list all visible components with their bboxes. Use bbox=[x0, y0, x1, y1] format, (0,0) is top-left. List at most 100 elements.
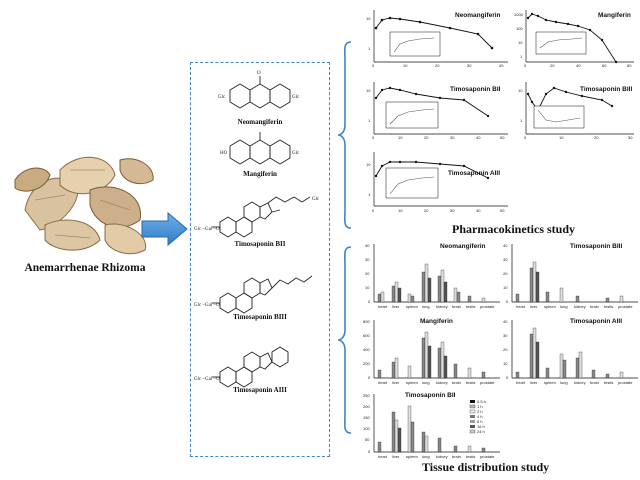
pk-axes-1 bbox=[373, 10, 508, 63]
svg-text:100: 100 bbox=[363, 426, 370, 431]
svg-text:400: 400 bbox=[363, 347, 370, 352]
td-title-3: Mangiferin bbox=[420, 318, 453, 325]
svg-text:heart: heart bbox=[516, 304, 526, 309]
svg-text:20: 20 bbox=[365, 271, 370, 276]
svg-text:brain: brain bbox=[452, 454, 461, 459]
svg-text:heart: heart bbox=[378, 380, 388, 385]
pk-brace bbox=[337, 41, 352, 229]
td-title-1: Neomangiferin bbox=[440, 243, 486, 250]
svg-text:600: 600 bbox=[363, 333, 370, 338]
svg-text:1: 1 bbox=[520, 54, 523, 59]
svg-text:liver: liver bbox=[392, 380, 400, 385]
svg-text:0: 0 bbox=[524, 63, 527, 68]
glc-gal-label-2: Glc –Gal –O bbox=[194, 303, 220, 308]
svg-text:heart: heart bbox=[378, 454, 388, 459]
svg-text:10: 10 bbox=[559, 135, 564, 140]
td-panel-3: 800 600 400 200 0 heart liver spleen lun… bbox=[363, 319, 500, 385]
svg-text:testis: testis bbox=[466, 304, 475, 309]
svg-text:40: 40 bbox=[499, 63, 504, 68]
td-bars-2 bbox=[515, 261, 624, 303]
svg-text:10: 10 bbox=[366, 88, 371, 93]
compound-name-2: Mangiferin bbox=[243, 170, 277, 178]
td-section-title: Tissue distribution study bbox=[422, 460, 550, 474]
pk-panel-2: 1000 100 10 1 0 20 40 60 80 bbox=[514, 10, 634, 68]
glc-label-right-2: Glc bbox=[292, 151, 300, 156]
svg-text:spleen: spleen bbox=[406, 380, 418, 385]
svg-text:0.5 h: 0.5 h bbox=[477, 399, 486, 404]
svg-text:1: 1 bbox=[368, 118, 371, 123]
svg-text:1: 1 bbox=[368, 46, 371, 51]
svg-text:0: 0 bbox=[368, 299, 371, 304]
svg-text:liver: liver bbox=[392, 454, 400, 459]
pk-section-title: Pharmacokinetics study bbox=[452, 222, 575, 236]
svg-text:10: 10 bbox=[403, 63, 408, 68]
svg-text:40: 40 bbox=[365, 243, 370, 248]
svg-text:testis: testis bbox=[604, 304, 613, 309]
glc-gal-label-1: Glc –Gal –O bbox=[194, 227, 220, 232]
svg-text:10: 10 bbox=[518, 40, 523, 45]
svg-text:100: 100 bbox=[516, 26, 523, 31]
svg-text:20: 20 bbox=[435, 63, 440, 68]
svg-text:30: 30 bbox=[503, 257, 508, 262]
pk-title-4: Timosaponin BIII bbox=[580, 86, 633, 93]
svg-text:0: 0 bbox=[372, 63, 375, 68]
svg-text:1000: 1000 bbox=[514, 12, 524, 17]
td-brace bbox=[337, 246, 352, 434]
pk-curve-3 bbox=[375, 87, 489, 117]
pk-title-1: Neomangiferin bbox=[455, 12, 501, 19]
svg-text:10: 10 bbox=[518, 88, 523, 93]
svg-text:spleen: spleen bbox=[406, 454, 418, 459]
svg-text:0: 0 bbox=[372, 208, 375, 213]
svg-text:testis: testis bbox=[604, 380, 613, 385]
svg-text:prostate: prostate bbox=[618, 380, 633, 385]
svg-text:brain: brain bbox=[590, 304, 599, 309]
glc-label-left: Glc bbox=[218, 95, 226, 100]
svg-text:200: 200 bbox=[363, 361, 370, 366]
svg-text:lung: lung bbox=[422, 380, 430, 385]
svg-text:kidney: kidney bbox=[574, 304, 586, 309]
svg-text:kidney: kidney bbox=[436, 380, 448, 385]
td-legend: 0.5 h 1 h 2 h 4 h 8 h 16 h 24 h bbox=[469, 399, 486, 434]
td-panel-1: 40 30 20 10 0 heart liver spleen lung ki… bbox=[365, 243, 500, 309]
svg-text:kidney: kidney bbox=[436, 454, 448, 459]
svg-text:liver: liver bbox=[530, 304, 538, 309]
svg-text:40: 40 bbox=[476, 135, 481, 140]
svg-text:brain: brain bbox=[590, 380, 599, 385]
pk-title-3: Timosaponin BII bbox=[450, 86, 501, 93]
svg-text:lung: lung bbox=[560, 304, 568, 309]
svg-text:1: 1 bbox=[368, 192, 371, 197]
rhizoma-slices bbox=[14, 156, 154, 255]
svg-text:20: 20 bbox=[503, 347, 508, 352]
svg-text:8 h: 8 h bbox=[477, 419, 483, 424]
svg-text:80: 80 bbox=[627, 63, 632, 68]
td-panel-4: 40 30 20 10 0 heart liver spleen lung ki… bbox=[503, 319, 638, 385]
svg-text:20: 20 bbox=[424, 135, 429, 140]
mangiferin-structure bbox=[229, 132, 291, 165]
compound-name-3: Timosaponin BII bbox=[234, 240, 286, 248]
td-bars-4 bbox=[515, 327, 624, 379]
svg-text:40: 40 bbox=[503, 243, 508, 248]
svg-text:30: 30 bbox=[503, 333, 508, 338]
o-label: O bbox=[257, 71, 261, 76]
svg-text:200: 200 bbox=[363, 404, 370, 409]
svg-text:spleen: spleen bbox=[406, 304, 418, 309]
svg-text:2 h: 2 h bbox=[477, 409, 483, 414]
svg-text:30: 30 bbox=[467, 63, 472, 68]
svg-text:10: 10 bbox=[398, 135, 403, 140]
td-title-2: Timosaponin BIII bbox=[570, 243, 623, 250]
svg-text:40: 40 bbox=[576, 63, 581, 68]
svg-text:0: 0 bbox=[372, 135, 375, 140]
svg-text:heart: heart bbox=[378, 304, 388, 309]
pk-title-2: Mangiferin bbox=[598, 12, 631, 19]
svg-text:liver: liver bbox=[530, 380, 538, 385]
svg-text:0: 0 bbox=[524, 135, 527, 140]
svg-text:heart: heart bbox=[516, 380, 526, 385]
svg-text:40: 40 bbox=[476, 208, 481, 213]
svg-text:20: 20 bbox=[550, 63, 555, 68]
svg-text:spleen: spleen bbox=[544, 380, 556, 385]
svg-text:150: 150 bbox=[363, 415, 370, 420]
compound-name-4: Timosaponin BIII bbox=[233, 313, 287, 321]
svg-text:prostate: prostate bbox=[480, 454, 495, 459]
svg-text:prostate: prostate bbox=[480, 380, 495, 385]
td-bars-5 bbox=[377, 405, 486, 453]
